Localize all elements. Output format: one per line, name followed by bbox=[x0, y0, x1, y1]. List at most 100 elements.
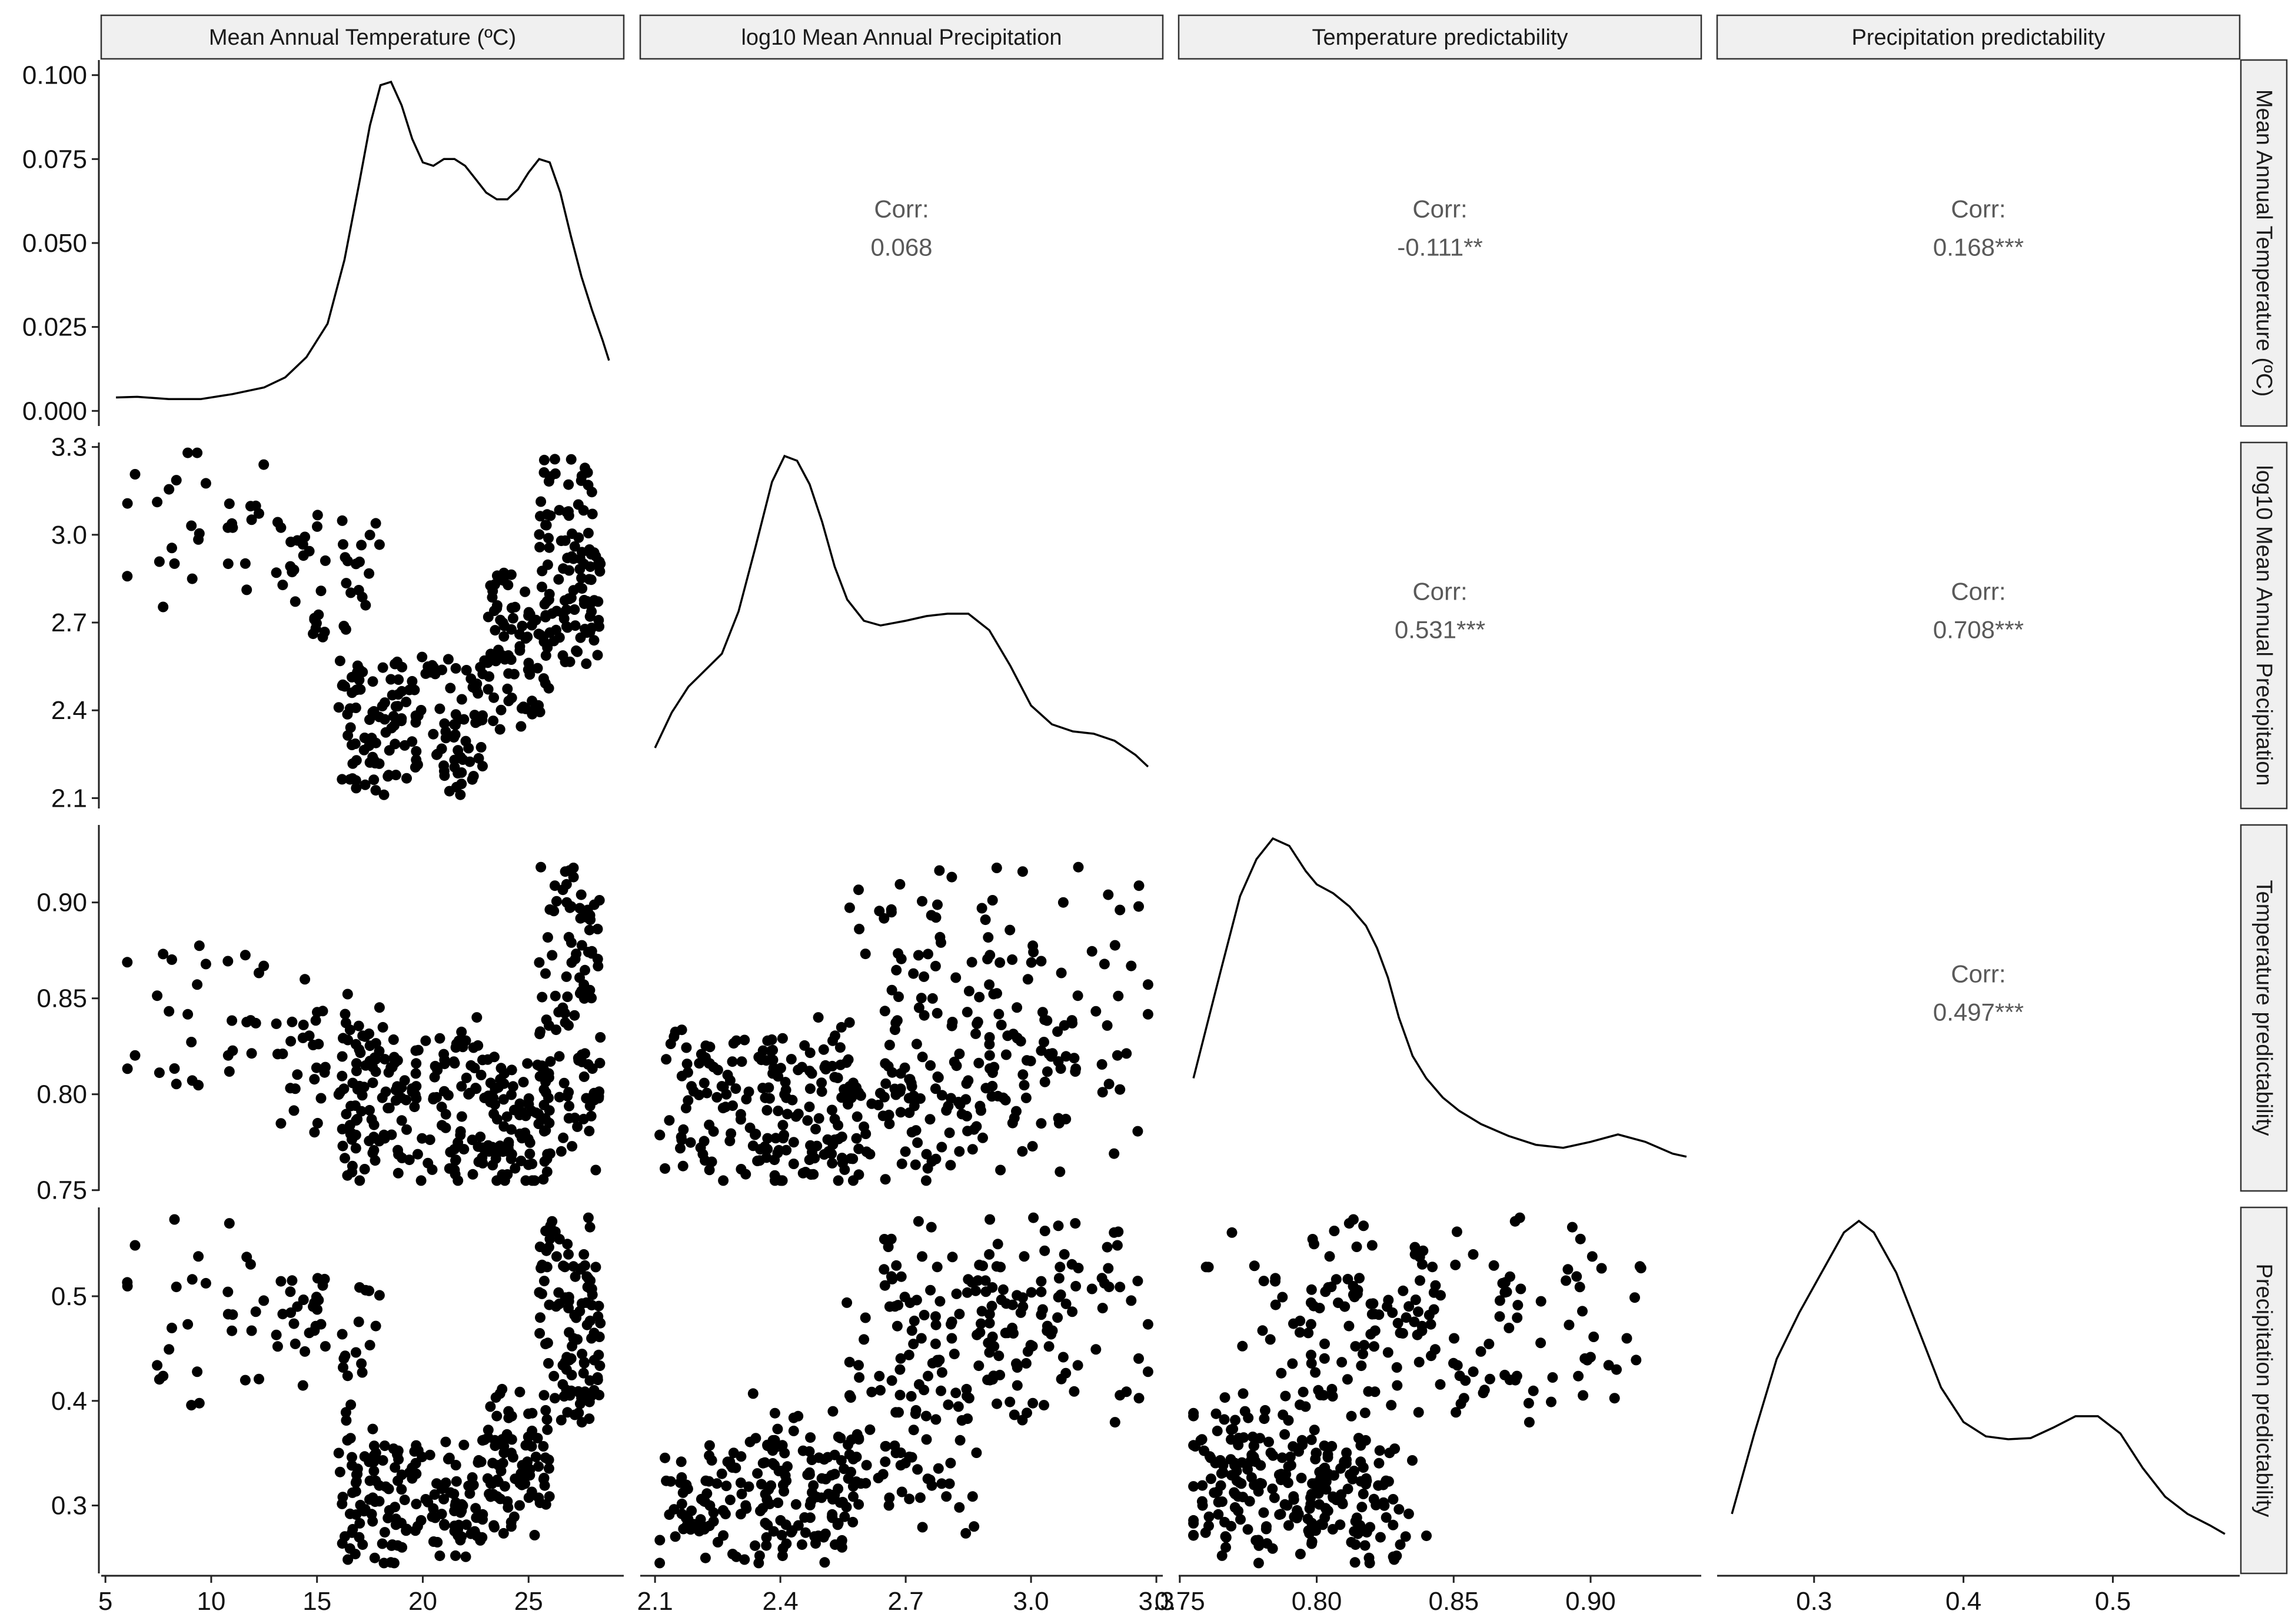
scatter-point bbox=[522, 631, 533, 643]
scatter-point bbox=[186, 1037, 197, 1047]
scatter-point bbox=[1247, 1432, 1258, 1442]
scatter-point bbox=[1216, 1496, 1228, 1507]
scatter-point bbox=[544, 542, 555, 553]
scatter-point bbox=[517, 620, 528, 631]
scatter-point bbox=[545, 1056, 556, 1067]
scatter-point bbox=[357, 1367, 368, 1378]
scatter-point bbox=[802, 1469, 813, 1480]
scatter-point bbox=[720, 1101, 731, 1113]
scatter-point bbox=[984, 1317, 995, 1329]
scatter-point bbox=[1635, 1263, 1647, 1274]
scatter-point bbox=[796, 1061, 807, 1073]
scatter-point bbox=[1070, 1066, 1081, 1077]
y-tick-label: 0.4 bbox=[51, 1387, 87, 1416]
scatter-point bbox=[1342, 1273, 1353, 1284]
scatter-point bbox=[1242, 1524, 1253, 1535]
scatter-point bbox=[581, 1093, 592, 1104]
scatter-point bbox=[534, 1242, 546, 1252]
scatter-point bbox=[578, 1249, 590, 1260]
scatter-point bbox=[558, 1260, 569, 1272]
scatter-point bbox=[374, 1496, 385, 1507]
scatter-point bbox=[677, 1487, 688, 1498]
scatter-point bbox=[1109, 1227, 1120, 1238]
scatter-point bbox=[312, 510, 323, 521]
scatter-point bbox=[930, 1319, 942, 1330]
row-strip-label: Temperature predictability bbox=[2251, 880, 2276, 1136]
scatter-point bbox=[1348, 1214, 1359, 1225]
scatter-point bbox=[577, 1349, 588, 1360]
scatter-point bbox=[874, 1370, 885, 1382]
scatter-point bbox=[1060, 1113, 1072, 1124]
scatter-point bbox=[728, 1038, 739, 1049]
scatter-point bbox=[277, 1309, 288, 1320]
scatter-point bbox=[477, 1509, 488, 1520]
scatter-point bbox=[378, 789, 390, 800]
scatter-point bbox=[315, 1093, 327, 1104]
x-tick-label: 15 bbox=[302, 1587, 331, 1616]
scatter-point bbox=[895, 1068, 906, 1079]
scatter-point bbox=[533, 1492, 544, 1503]
corr-panel-log10-mean-annual-precipitation-vs-precipitation-predictability: Corr:0.708*** bbox=[1933, 577, 2024, 643]
scatter-point bbox=[1228, 1423, 1239, 1435]
scatter-point bbox=[538, 454, 550, 465]
scatter-point bbox=[537, 565, 548, 577]
scatter-point bbox=[926, 1222, 937, 1233]
scatter-point bbox=[963, 986, 974, 997]
scatter-point bbox=[670, 1531, 681, 1542]
scatter-point bbox=[777, 1479, 789, 1490]
scatter-point bbox=[369, 1552, 380, 1563]
scatter-point bbox=[245, 1259, 256, 1270]
scatter-point bbox=[594, 1057, 606, 1069]
scatter-point bbox=[334, 655, 345, 667]
scatter-point bbox=[169, 558, 180, 569]
scatter-point bbox=[893, 1407, 904, 1418]
scatter-point bbox=[317, 631, 328, 643]
scatter-point bbox=[593, 596, 604, 607]
scatter-point bbox=[893, 991, 904, 1002]
scatter-point bbox=[450, 1460, 461, 1470]
scatter-point bbox=[1188, 1530, 1199, 1540]
scatter-point bbox=[1072, 1360, 1083, 1371]
scatter-point bbox=[842, 1297, 853, 1308]
scatter-point bbox=[300, 1346, 311, 1357]
scatter-point bbox=[465, 673, 477, 684]
scatter-point bbox=[436, 1101, 447, 1113]
scatter-point bbox=[563, 1087, 574, 1098]
scatter-point bbox=[1265, 1334, 1276, 1345]
scatter-point bbox=[700, 1475, 711, 1486]
scatter-point bbox=[827, 1157, 838, 1169]
scatter-point bbox=[354, 1175, 365, 1186]
scatter-point bbox=[987, 1332, 998, 1342]
scatter-point bbox=[453, 745, 464, 756]
scatter-panel-temperature-predictability-vs-log10-mean-annual-precipitation bbox=[654, 861, 1153, 1186]
scatter-point bbox=[169, 1214, 180, 1225]
scatter-point bbox=[245, 1015, 256, 1026]
scatter-point bbox=[1220, 1542, 1231, 1553]
scatter-point bbox=[1484, 1339, 1495, 1350]
scatter-point bbox=[298, 550, 309, 561]
scatter-point bbox=[782, 1109, 793, 1120]
scatter-point bbox=[364, 1494, 375, 1505]
scatter-point bbox=[951, 1288, 962, 1299]
scatter-point bbox=[337, 1123, 348, 1134]
scatter-point bbox=[353, 1316, 364, 1327]
scatter-point bbox=[861, 1146, 872, 1157]
scatter-point bbox=[529, 1530, 540, 1540]
scatter-point bbox=[826, 1104, 837, 1116]
scatter-point bbox=[448, 1056, 460, 1067]
scatter-point bbox=[1086, 946, 1097, 957]
scatter-point bbox=[770, 1133, 781, 1144]
scatter-point bbox=[984, 1039, 995, 1050]
scatter-point bbox=[974, 1327, 986, 1338]
scatter-point bbox=[561, 621, 572, 632]
scatter-point bbox=[777, 1133, 789, 1144]
scatter-point bbox=[590, 1262, 601, 1273]
scatter-point bbox=[578, 979, 590, 990]
scatter-point bbox=[337, 1051, 348, 1062]
y-tick-label: 0.5 bbox=[51, 1282, 87, 1311]
scatter-point bbox=[797, 1167, 809, 1179]
scatter-point bbox=[345, 587, 357, 598]
scatter-point bbox=[681, 1059, 693, 1070]
scatter-point bbox=[936, 1385, 946, 1396]
scatter-point bbox=[592, 923, 603, 934]
